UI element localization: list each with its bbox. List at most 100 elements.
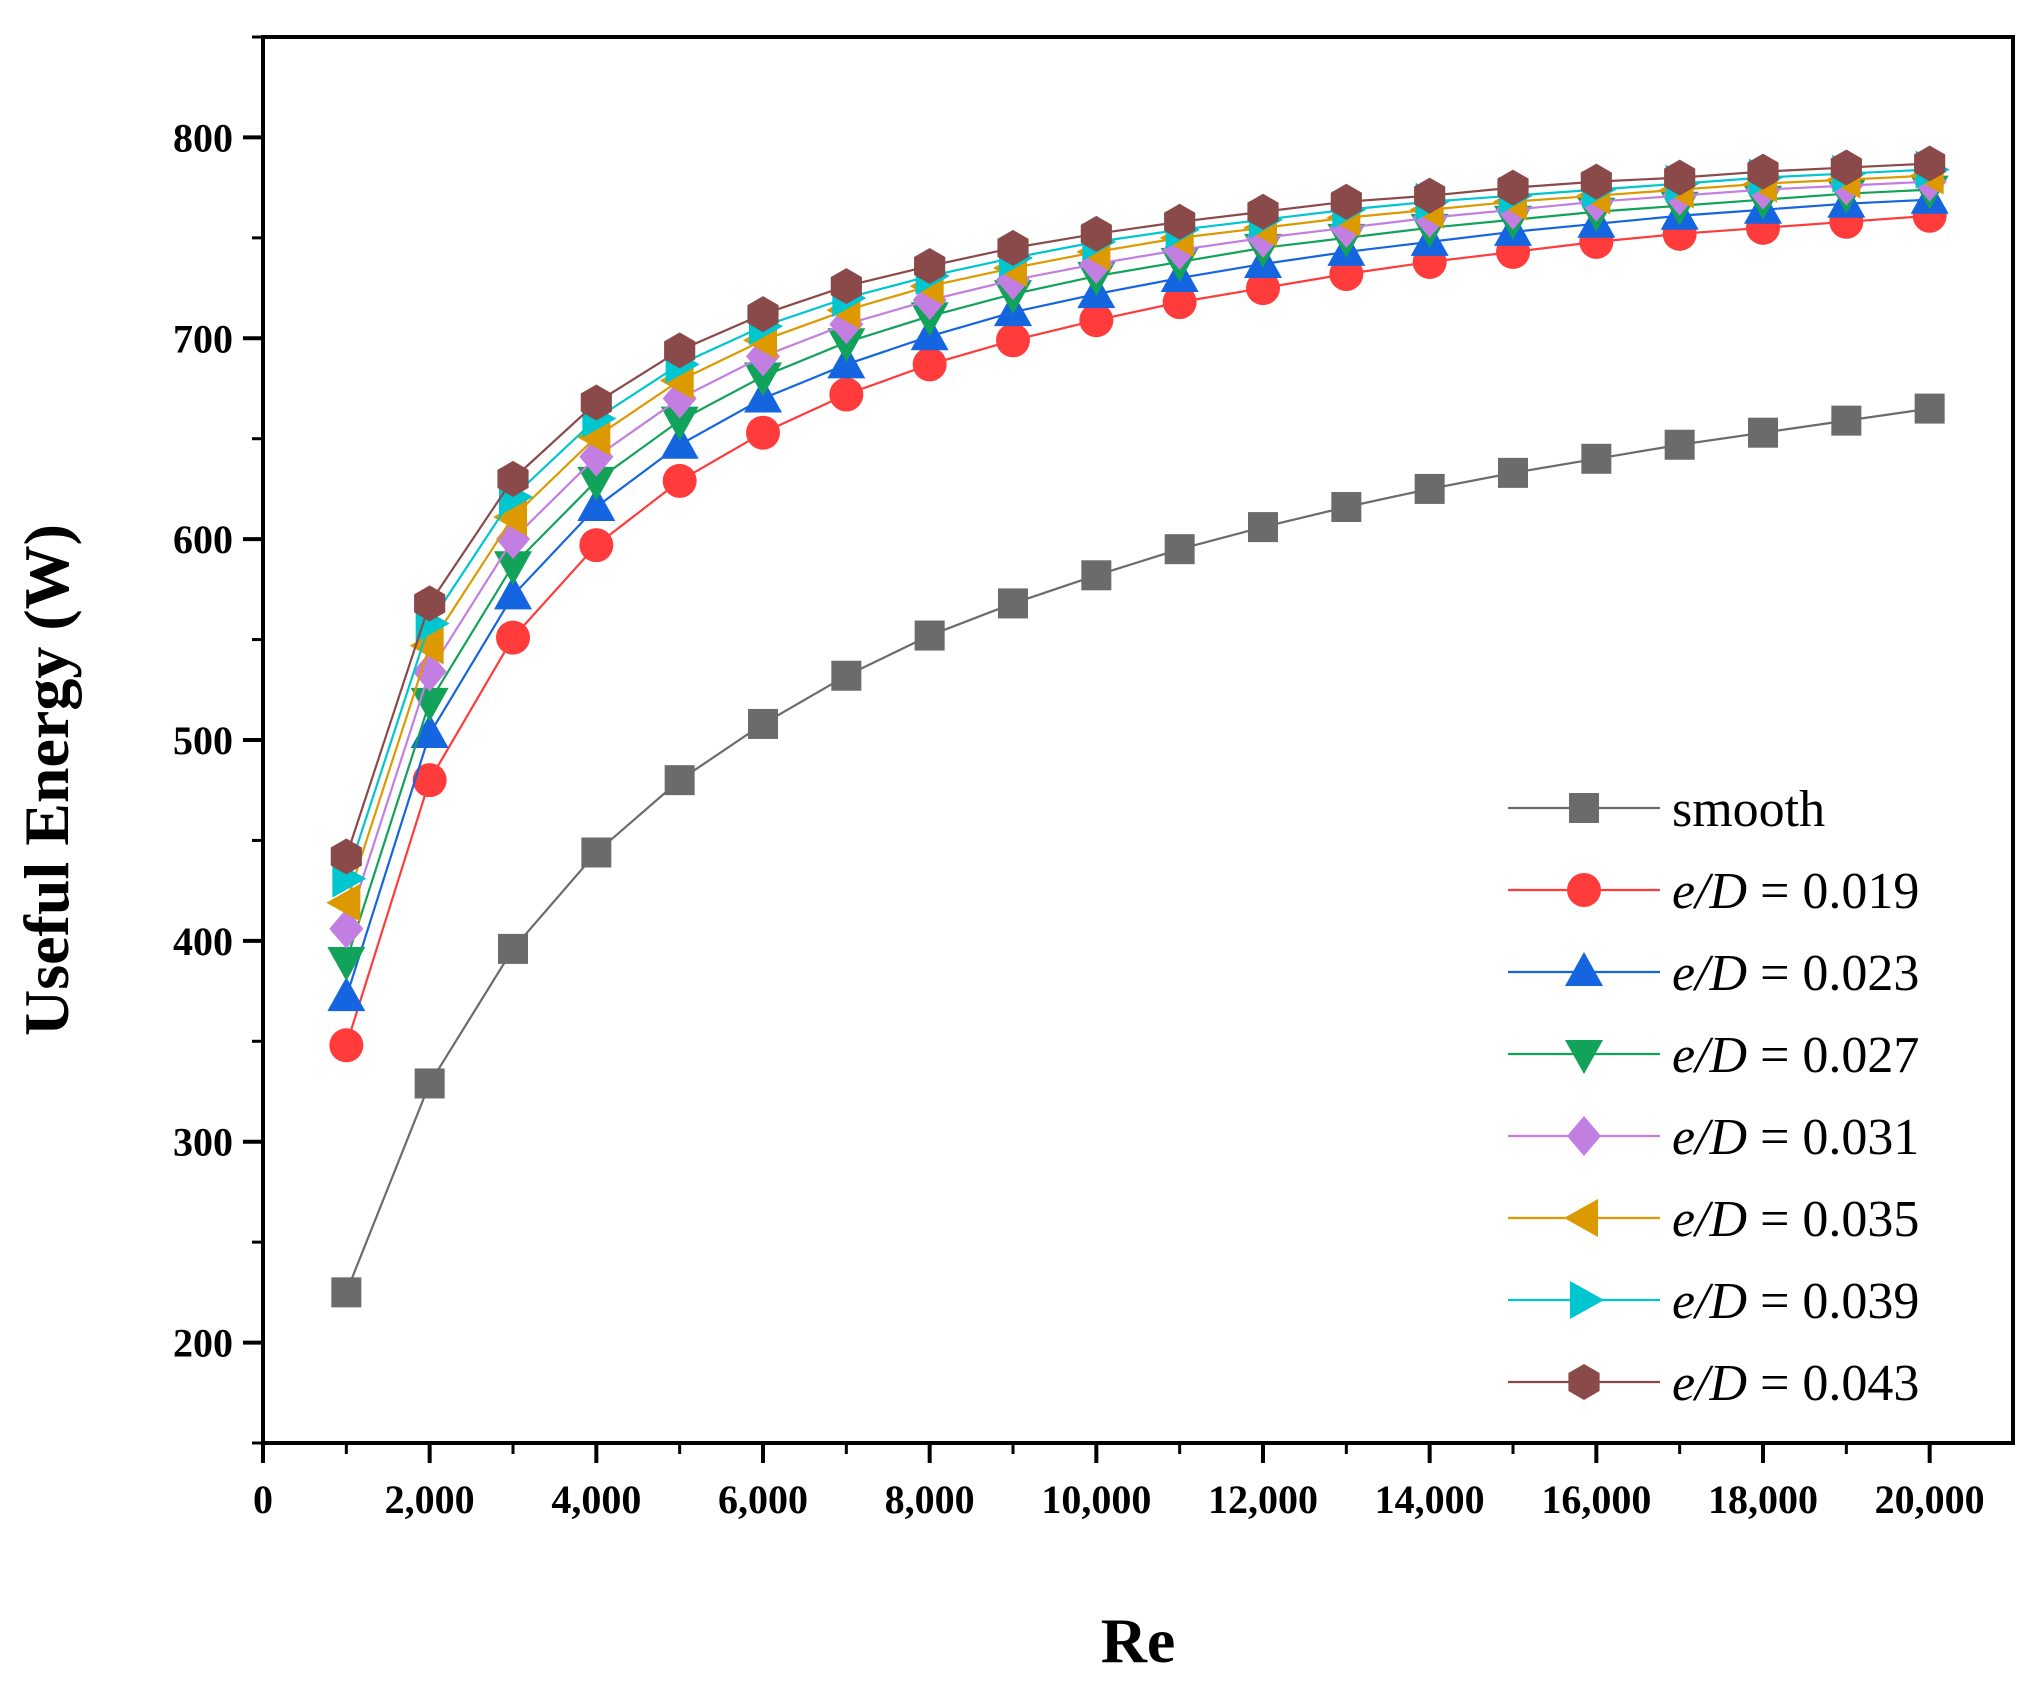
legend-marker [1568,1364,1600,1400]
legend-entry: e/D = 0.035 [1508,1191,1919,1248]
data-point [329,1028,364,1063]
data-point [1246,271,1280,306]
y-tick-label: 300 [173,1120,233,1165]
data-point [493,498,527,537]
legend-label-variable: e/D [1672,1355,1747,1412]
x-tick-label: 2,000 [385,1477,475,1522]
data-point [414,1068,445,1099]
data-point [664,332,696,369]
legend-label-value: = 0.019 [1747,863,1919,920]
series-7 [330,145,1946,875]
legend-label-variable: e/D [1672,1027,1747,1084]
data-point [914,620,945,651]
series-line [345,198,1930,998]
data-point [410,687,449,722]
data-point [1581,443,1612,474]
legend-entry: e/D = 0.043 [1508,1355,1919,1412]
data-point [409,626,444,665]
data-point [1498,457,1528,488]
data-point [1747,153,1779,190]
data-point [1164,203,1196,240]
data-point [1914,145,1946,182]
x-tick-label: 6,000 [718,1477,808,1522]
legend-label-variable: e/D [1672,1109,1747,1166]
legend-marker [1564,1199,1598,1237]
data-point [414,585,446,622]
x-tick-label: 10,000 [1041,1477,1151,1522]
legend-label: e/D = 0.039 [1672,1273,1919,1330]
legend-marker [1565,952,1603,986]
data-point [1414,177,1446,214]
data-point [577,487,616,522]
data-point [1748,417,1778,448]
data-point [494,551,532,586]
legend-label-variable: e/D [1672,1273,1747,1330]
legend-label-variable: e/D [1672,1191,1747,1248]
data-point [410,713,449,748]
data-point [1079,303,1114,338]
legend-label-value: = 0.031 [1747,1109,1919,1166]
data-point [579,528,614,563]
data-point [577,466,616,501]
legend-entry: e/D = 0.027 [1508,1027,1919,1084]
y-tick-label: 400 [173,919,233,964]
legend-label: e/D = 0.027 [1672,1027,1919,1084]
legend-marker [1567,873,1601,907]
data-point [1414,473,1445,504]
y-tick-label: 700 [173,316,233,361]
legend-marker [1567,1116,1601,1156]
data-point [998,588,1028,619]
plot-marks [326,145,1950,1308]
data-point [748,708,778,739]
x-tick-label: 4,000 [551,1477,641,1522]
data-point [660,424,699,459]
y-tick-label: 800 [173,115,233,160]
data-point [1331,492,1362,523]
y-tick-label: 600 [173,517,233,562]
x-tick-label: 8,000 [885,1477,975,1522]
data-point [912,347,947,382]
data-point [412,763,447,798]
data-point [747,296,779,333]
legend-label: e/D = 0.019 [1672,863,1919,920]
x-tick-label: 16,000 [1541,1477,1651,1522]
legend-label-value: = 0.027 [1747,1027,1919,1084]
data-point [581,837,612,868]
legend-label-variable: e/D [1672,863,1747,920]
data-point [331,1277,362,1308]
legend-entry: e/D = 0.031 [1508,1109,1919,1166]
data-point [1247,193,1279,230]
data-point [827,328,866,363]
legend-label-value: = 0.043 [1747,1355,1919,1412]
axes: 0 2,000 4,000 6,000 8,000 10,000 12,000 14,000 1… [173,35,1985,1522]
x-tick-label: 20,000 [1875,1477,1985,1522]
data-point [1914,393,1945,424]
data-point [1830,149,1862,186]
data-point [664,765,695,796]
data-point [1580,163,1612,200]
legend-label-value: = 0.035 [1747,1191,1919,1248]
data-point [1664,429,1695,460]
data-point [498,933,528,964]
data-point [412,651,447,692]
data-point [1664,159,1696,196]
x-tick-label: 0 [253,1477,273,1522]
data-point [497,460,529,497]
data-point [329,908,364,949]
data-point [1831,405,1862,436]
data-point [494,575,532,610]
y-tick-label: 200 [173,1321,233,1366]
data-point [326,883,361,922]
data-point [662,463,697,498]
data-point [1080,215,1112,252]
data-point [1162,285,1197,320]
legend-entry: e/D = 0.023 [1508,945,1919,1002]
data-point [1164,534,1195,565]
series-0 [331,393,1945,1308]
y-tick-label: 500 [173,718,233,763]
legend-label: e/D = 0.031 [1672,1109,1919,1166]
data-point [1081,560,1112,591]
data-point [330,838,362,875]
